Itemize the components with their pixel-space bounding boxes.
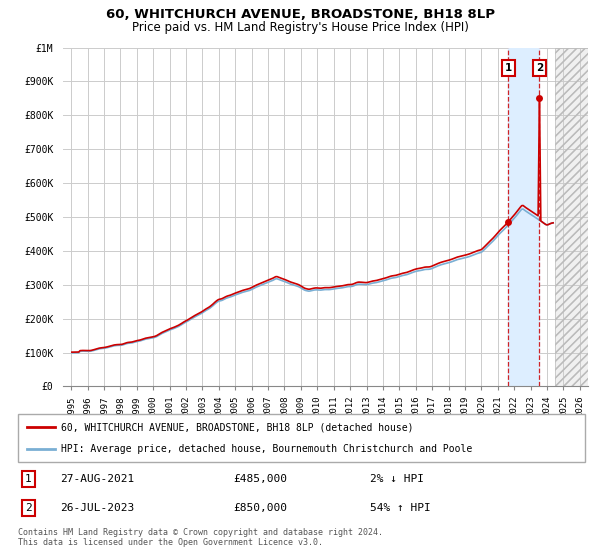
Text: 27-AUG-2021: 27-AUG-2021	[61, 474, 135, 484]
Bar	[554, 48, 588, 386]
Text: 60, WHITCHURCH AVENUE, BROADSTONE, BH18 8LP (detached house): 60, WHITCHURCH AVENUE, BROADSTONE, BH18 …	[61, 422, 413, 432]
Text: 1: 1	[25, 474, 32, 484]
Text: 54% ↑ HPI: 54% ↑ HPI	[370, 503, 430, 514]
Bar	[554, 48, 588, 386]
Text: £485,000: £485,000	[233, 474, 287, 484]
Bar	[508, 48, 539, 386]
Text: Price paid vs. HM Land Registry's House Price Index (HPI): Price paid vs. HM Land Registry's House …	[131, 21, 469, 34]
Text: £850,000: £850,000	[233, 503, 287, 514]
Text: HPI: Average price, detached house, Bournemouth Christchurch and Poole: HPI: Average price, detached house, Bour…	[61, 444, 472, 454]
Text: 60, WHITCHURCH AVENUE, BROADSTONE, BH18 8LP: 60, WHITCHURCH AVENUE, BROADSTONE, BH18 …	[106, 8, 494, 21]
FancyBboxPatch shape	[18, 414, 585, 462]
Text: 2: 2	[536, 63, 543, 73]
Text: Contains HM Land Registry data © Crown copyright and database right 2024.
This d: Contains HM Land Registry data © Crown c…	[18, 528, 383, 547]
Bar	[554, 48, 588, 386]
Text: 2: 2	[25, 503, 32, 514]
Text: 2% ↓ HPI: 2% ↓ HPI	[370, 474, 424, 484]
Text: 26-JUL-2023: 26-JUL-2023	[61, 503, 135, 514]
Text: 1: 1	[505, 63, 512, 73]
